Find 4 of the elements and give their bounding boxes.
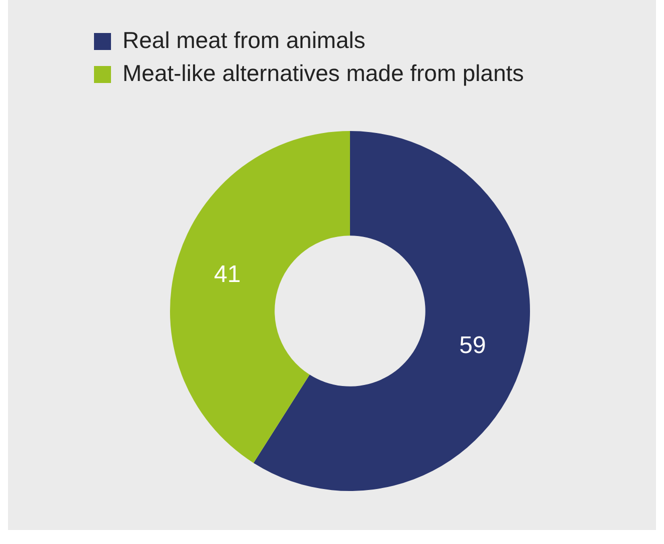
legend-label: Real meat from animals <box>122 26 366 53</box>
data-label: 59 <box>459 332 486 360</box>
legend-label: Meat-like alternatives made from plants <box>122 60 524 86</box>
data-label: 41 <box>214 261 241 288</box>
